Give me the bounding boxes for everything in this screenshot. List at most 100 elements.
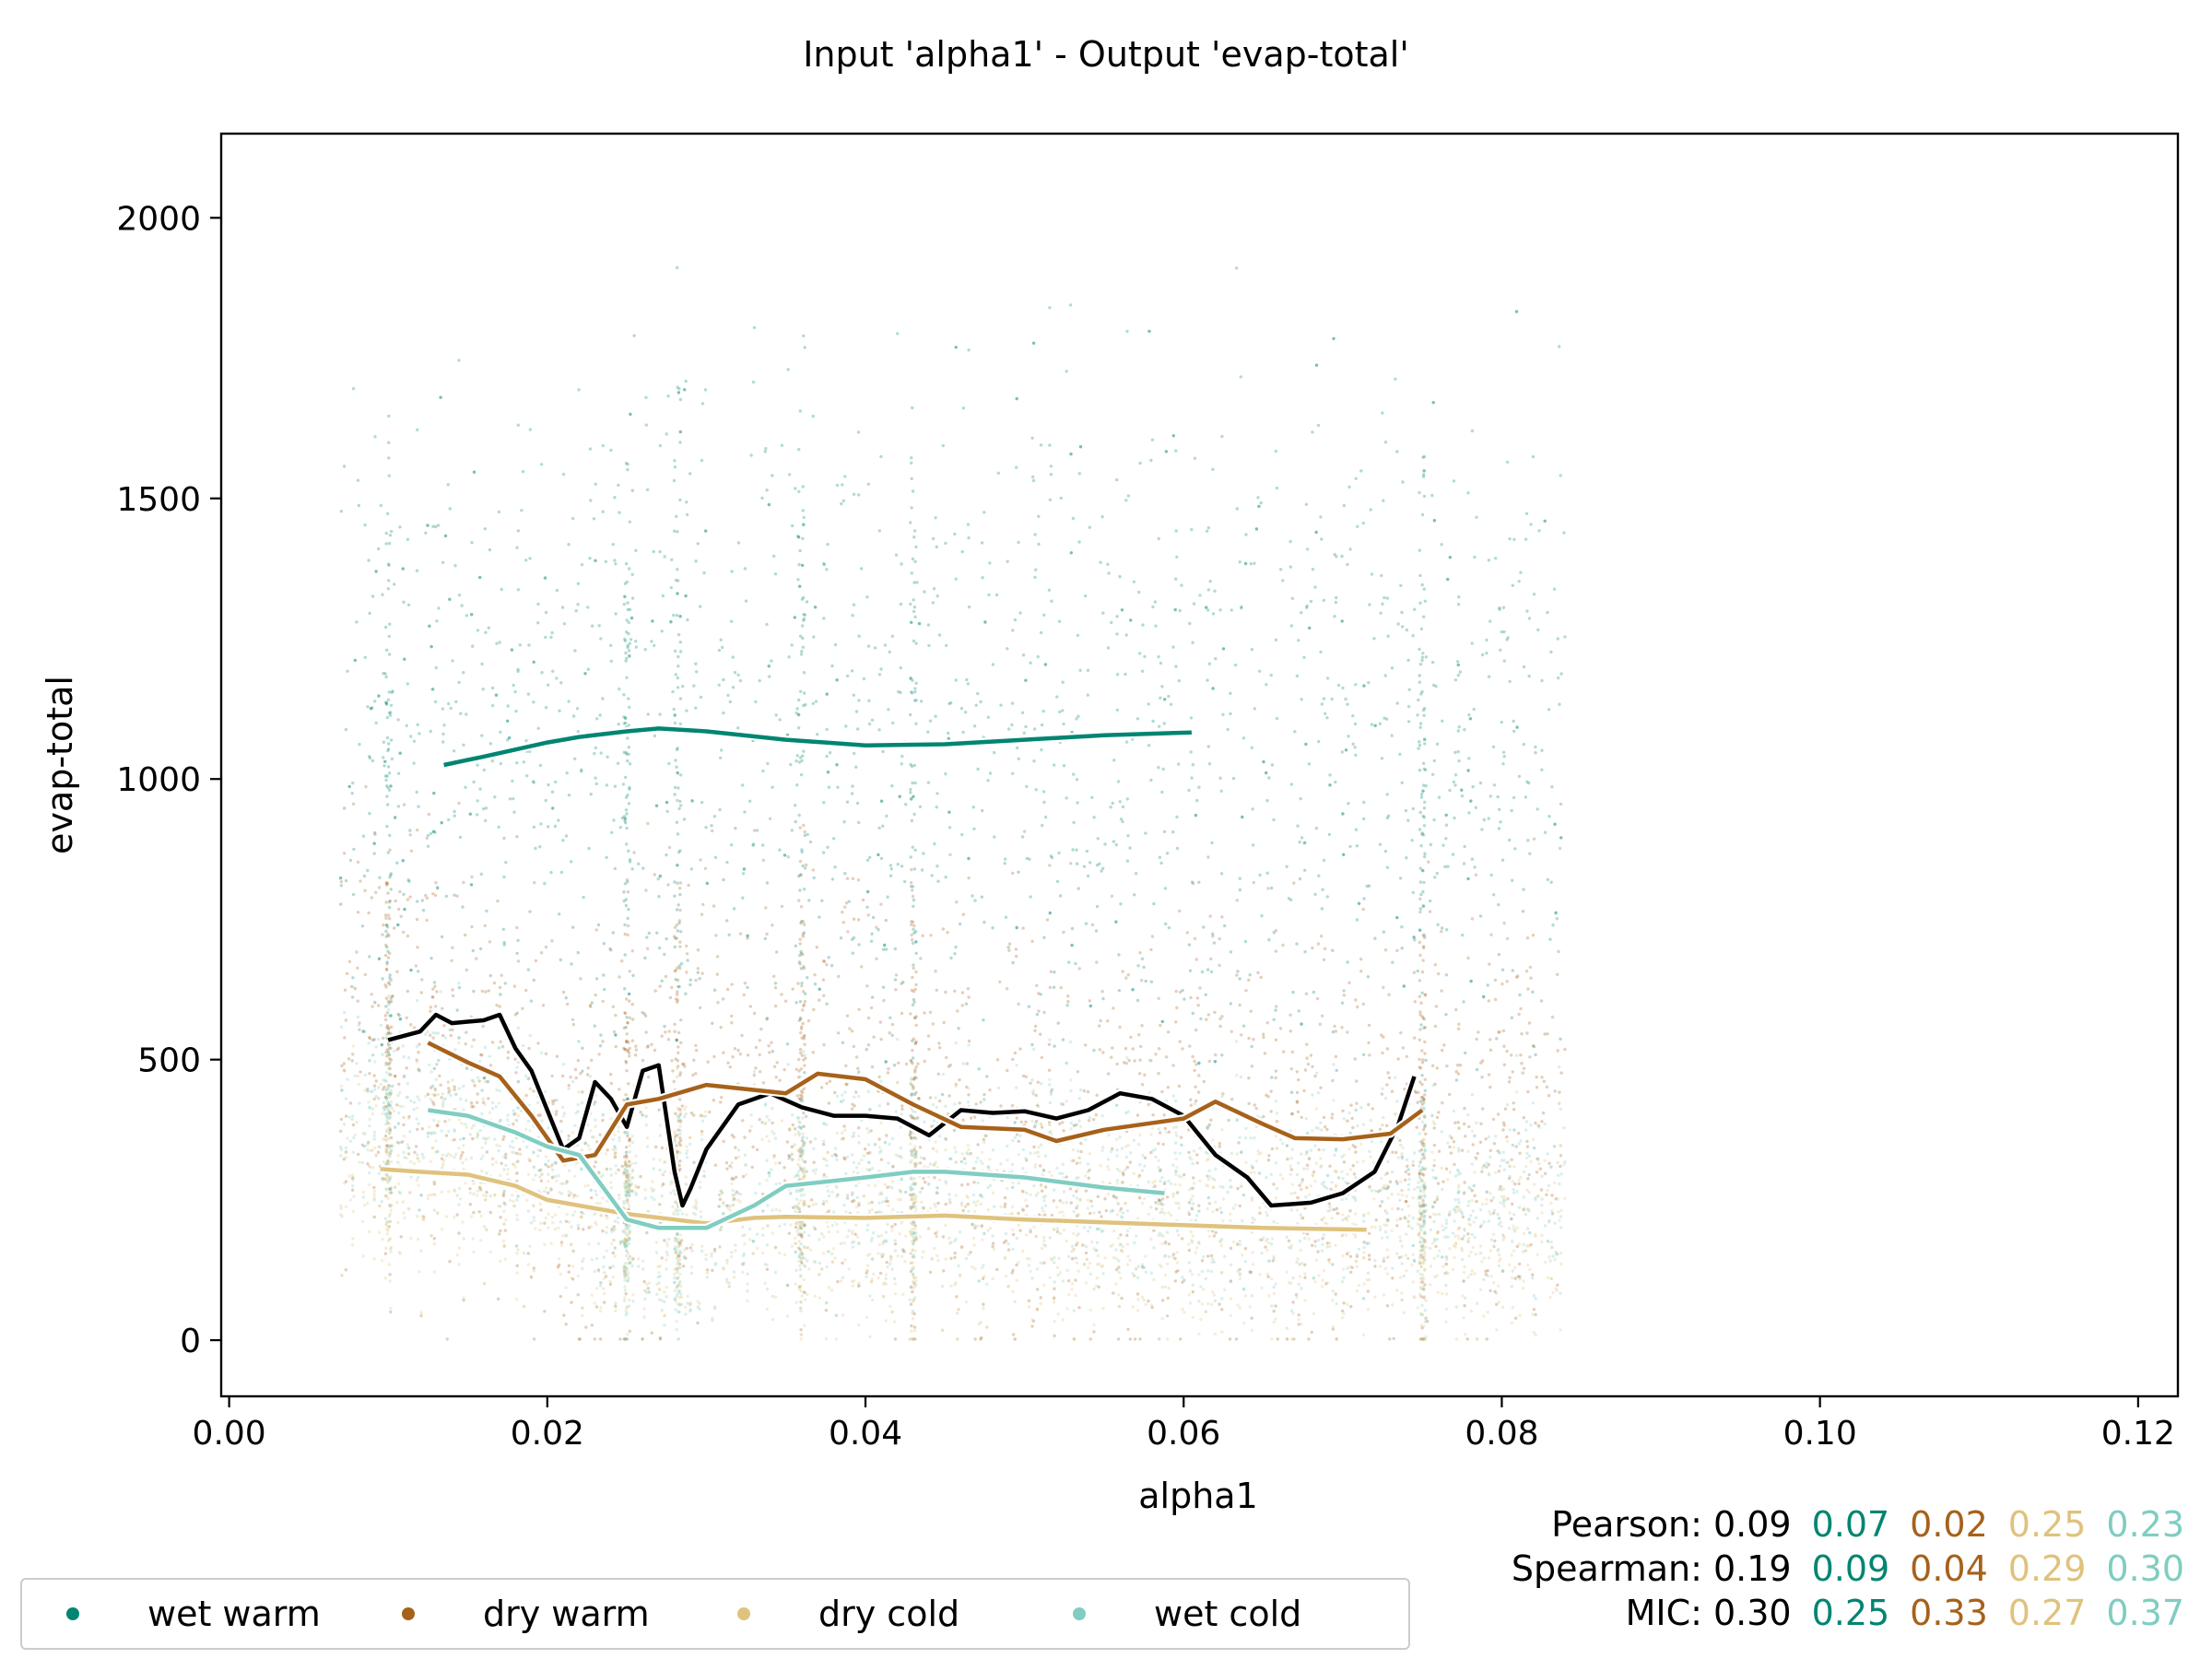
scatter-point xyxy=(909,1269,913,1274)
scatter-point xyxy=(1411,890,1416,895)
scatter-point xyxy=(1058,1199,1062,1203)
scatter-point xyxy=(1112,1229,1116,1233)
scatter-point xyxy=(1229,1297,1233,1300)
scatter-point xyxy=(865,984,869,988)
scatter-point xyxy=(1104,1208,1109,1213)
scatter-point xyxy=(623,1237,627,1241)
scatter-point xyxy=(1193,1068,1196,1073)
scatter-point xyxy=(1399,1180,1403,1183)
scatter-point xyxy=(387,905,392,910)
scatter-point xyxy=(1187,1293,1192,1297)
scatter-point xyxy=(372,1257,376,1261)
scatter-point xyxy=(699,1006,702,1010)
scatter-point xyxy=(586,1183,590,1187)
scatter-point xyxy=(1035,983,1039,988)
scatter-point xyxy=(1218,1145,1222,1148)
scatter-point xyxy=(1546,877,1550,881)
scatter-point xyxy=(1314,1107,1319,1111)
scatter-point xyxy=(1460,1249,1465,1253)
scatter-point xyxy=(1122,1061,1126,1065)
scatter-point xyxy=(1463,1181,1466,1184)
scatter-point xyxy=(1285,1337,1289,1341)
scatter-point xyxy=(1480,1202,1485,1206)
scatter-point xyxy=(1272,1320,1276,1324)
scatter-point xyxy=(588,1004,593,1007)
scatter-point xyxy=(544,798,547,803)
scatter-point xyxy=(665,1243,669,1248)
scatter-point xyxy=(1418,1010,1422,1014)
scatter-point xyxy=(417,1067,420,1071)
scatter-point xyxy=(1418,1171,1421,1176)
scatter-point xyxy=(368,1230,371,1234)
scatter-point xyxy=(1187,1242,1191,1246)
scatter-point xyxy=(373,832,377,836)
scatter-point xyxy=(506,1168,510,1171)
scatter-point xyxy=(499,1173,502,1178)
scatter-point xyxy=(356,911,360,914)
scatter-point xyxy=(1341,1109,1345,1113)
scatter-point xyxy=(1117,1265,1121,1269)
scatter-point xyxy=(796,982,800,985)
scatter-point xyxy=(1527,617,1532,620)
scatter-point xyxy=(1084,1043,1088,1047)
scatter-point xyxy=(909,1012,912,1016)
scatter-point xyxy=(797,1202,801,1206)
scatter-point xyxy=(1191,1234,1195,1238)
scatter-point xyxy=(808,1140,813,1144)
scatter-point xyxy=(1298,1275,1302,1278)
scatter-point xyxy=(1071,1147,1076,1152)
scatter-point xyxy=(748,1005,752,1008)
scatter-point xyxy=(814,1202,818,1206)
scatter-point xyxy=(515,1213,519,1218)
scatter-point xyxy=(487,1097,490,1100)
scatter-point xyxy=(1500,1305,1505,1310)
scatter-point xyxy=(692,1160,696,1165)
scatter-point xyxy=(794,1225,798,1230)
scatter-point xyxy=(1079,1141,1083,1146)
scatter-point xyxy=(1029,1230,1032,1234)
scatter-point xyxy=(443,1120,447,1124)
scatter-point xyxy=(857,1007,861,1012)
scatter-point xyxy=(663,1290,666,1294)
scatter-point xyxy=(447,1089,451,1094)
scatter-point xyxy=(499,1040,502,1044)
scatter-point xyxy=(1229,712,1232,716)
scatter-point xyxy=(618,1196,621,1201)
scatter-point xyxy=(1220,1330,1224,1334)
scatter-point xyxy=(993,835,996,839)
scatter-point xyxy=(1347,1147,1351,1151)
scatter-point xyxy=(1473,1272,1477,1276)
scatter-point xyxy=(883,1182,888,1187)
scatter-point xyxy=(406,989,409,994)
scatter-point xyxy=(402,803,406,806)
scatter-point xyxy=(1421,959,1425,962)
scatter-point xyxy=(1480,1059,1485,1063)
scatter-point xyxy=(471,1137,475,1141)
scatter-point xyxy=(1311,1065,1314,1069)
scatter-point xyxy=(624,1233,629,1238)
scatter-point xyxy=(1394,1180,1399,1183)
scatter-point xyxy=(577,388,581,392)
scatter-point xyxy=(665,1241,669,1245)
scatter-point xyxy=(1422,1253,1427,1256)
scatter-point xyxy=(485,1228,488,1232)
scatter-point xyxy=(811,1203,815,1206)
scatter-point xyxy=(1281,1177,1285,1181)
scatter-point xyxy=(782,1253,787,1256)
scatter-point xyxy=(948,853,952,856)
scatter-point xyxy=(425,836,429,841)
scatter-point xyxy=(676,832,680,836)
scatter-point xyxy=(981,1161,984,1166)
scatter-point xyxy=(611,1275,615,1279)
scatter-point xyxy=(1309,1184,1313,1188)
scatter-point xyxy=(897,1197,900,1202)
scatter-point xyxy=(422,1215,426,1219)
scatter-point xyxy=(676,990,679,994)
scatter-point xyxy=(827,1101,831,1105)
scatter-point xyxy=(818,1273,821,1277)
scatter-point xyxy=(406,1143,409,1147)
scatter-point xyxy=(918,1235,923,1239)
scatter-point xyxy=(763,1281,767,1286)
scatter-point xyxy=(384,1097,389,1100)
scatter-point xyxy=(678,1112,682,1117)
